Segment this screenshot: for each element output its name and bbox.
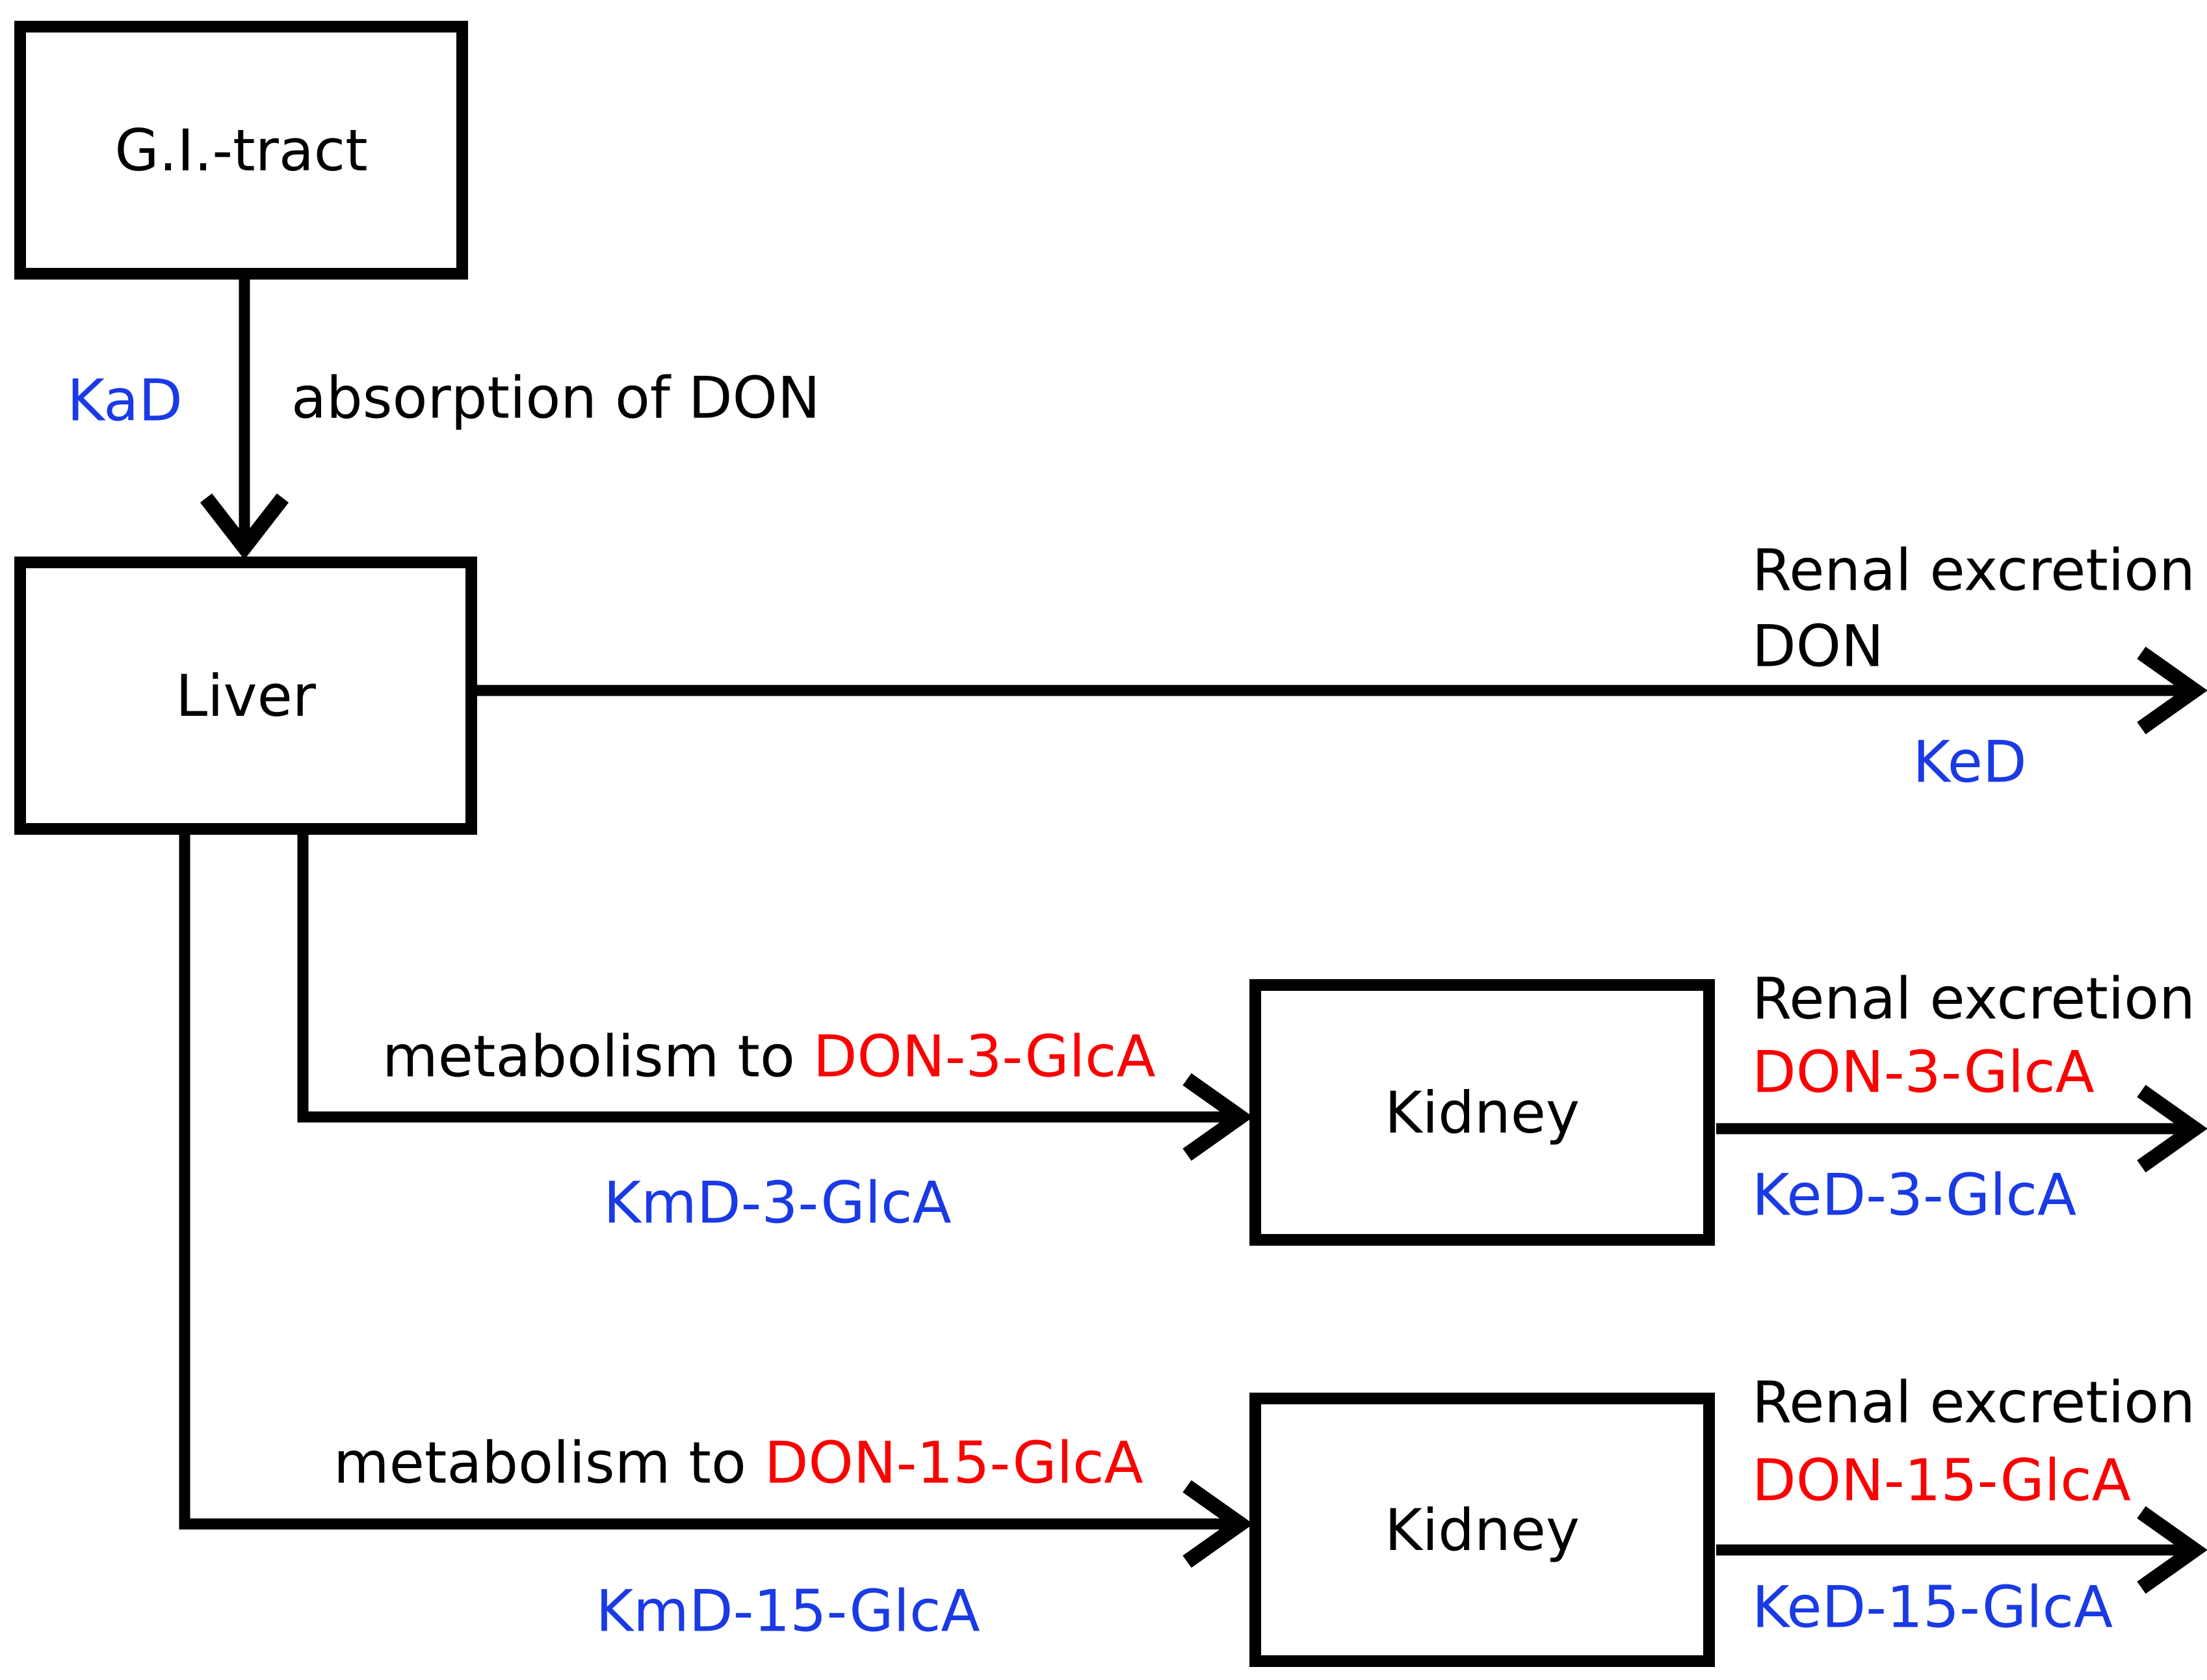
- absorption-description: absorption of DON: [291, 364, 820, 432]
- metabolism-don3-arrow: [297, 832, 1253, 1161]
- renal-don-label-line1: Renal excretion: [1752, 536, 2195, 604]
- metabolism-don15-description-black: metabolism to: [333, 1429, 764, 1497]
- metabolism-don3-description: metabolism to DON-3-GlcA: [382, 1023, 1156, 1089]
- renal-don-arrow: [477, 646, 2207, 735]
- kidney-don3-excretion-arrowhead: [2137, 1084, 2207, 1173]
- liver-box: Liver: [14, 557, 477, 835]
- renal-don15-rate-constant: KeD-15-GlcA: [1752, 1573, 2113, 1641]
- renal-don-label-line2: DON: [1752, 612, 1884, 680]
- metabolism-don3-arrowhead: [1182, 1073, 1253, 1161]
- kidney-don3-label: Kidney: [1384, 1079, 1580, 1146]
- kidney-don3-excretion-arrow: [1716, 1084, 2207, 1173]
- metabolism-don15-arrowhead: [1182, 1480, 1253, 1568]
- absorption-rate-constant: KaD: [67, 367, 183, 434]
- kidney-don15-excretion-arrow: [1716, 1506, 2207, 1594]
- renal-don3-metabolite: DON-3-GlcA: [1752, 1038, 2095, 1106]
- kidney-don3-box: Kidney: [1249, 979, 1715, 1246]
- renal-don-rate-constant: KeD: [1913, 728, 2027, 796]
- liver-label: Liver: [176, 662, 316, 729]
- renal-don3-rate-constant: KeD-3-GlcA: [1752, 1161, 2077, 1229]
- metabolism-don3-arrow-shaft: [297, 832, 1231, 1123]
- renal-don-arrowhead: [2137, 646, 2207, 735]
- metabolism-don15-arrow: [179, 832, 1253, 1568]
- renal-don15-metabolite: DON-15-GlcA: [1752, 1447, 2131, 1514]
- gi-tract-label: G.I.-tract: [114, 116, 368, 184]
- metabolism-don15-rate-constant: KmD-15-GlcA: [595, 1577, 980, 1645]
- metabolism-don15-arrow-shaft: [179, 832, 1231, 1530]
- kidney-don15-box: Kidney: [1249, 1393, 1715, 1667]
- renal-don15-label-line1: Renal excretion: [1752, 1369, 2195, 1436]
- kidney-don15-label: Kidney: [1384, 1496, 1580, 1564]
- absorption-arrowhead: [200, 493, 289, 560]
- metabolism-don15-metabolite: DON-15-GlcA: [764, 1429, 1143, 1497]
- metabolism-don3-description-black: metabolism to: [382, 1023, 813, 1090]
- metabolism-don3-rate-constant: KmD-3-GlcA: [603, 1169, 952, 1237]
- metabolism-don15-description: metabolism to DON-15-GlcA: [333, 1430, 1143, 1495]
- absorption-arrow: [200, 280, 289, 560]
- gi-tract-box: G.I.-tract: [14, 21, 468, 280]
- metabolism-don3-metabolite: DON-3-GlcA: [813, 1023, 1156, 1090]
- kidney-don15-excretion-arrowhead: [2137, 1506, 2207, 1594]
- renal-don3-label-line1: Renal excretion: [1752, 965, 2195, 1032]
